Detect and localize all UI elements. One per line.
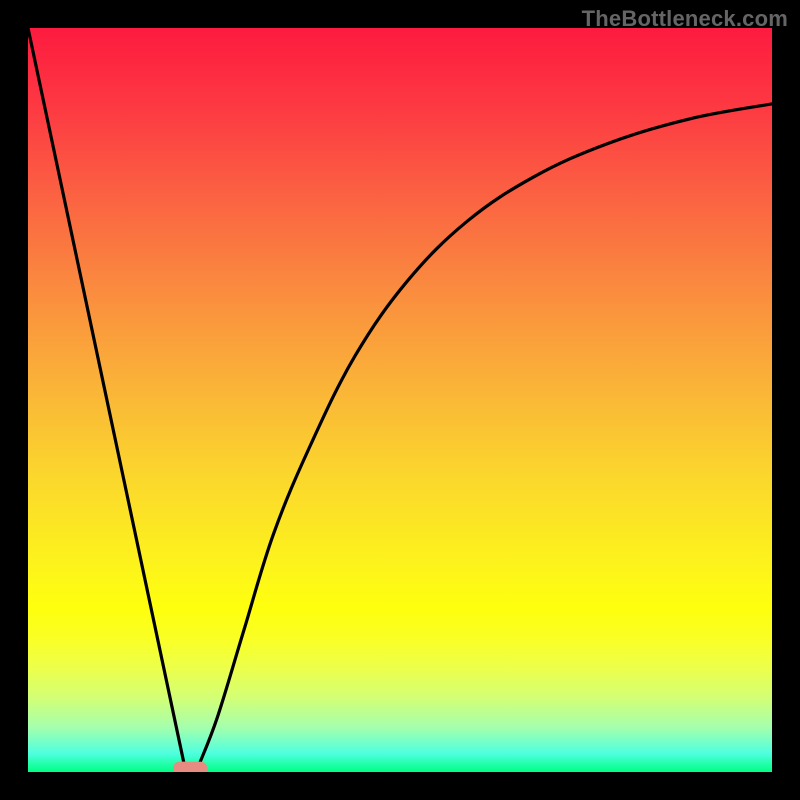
optimal-point-marker (173, 762, 207, 772)
plot-area (28, 28, 772, 772)
chart-container: TheBottleneck.com (0, 0, 800, 800)
chart-svg (28, 28, 772, 772)
gradient-background (28, 28, 772, 772)
